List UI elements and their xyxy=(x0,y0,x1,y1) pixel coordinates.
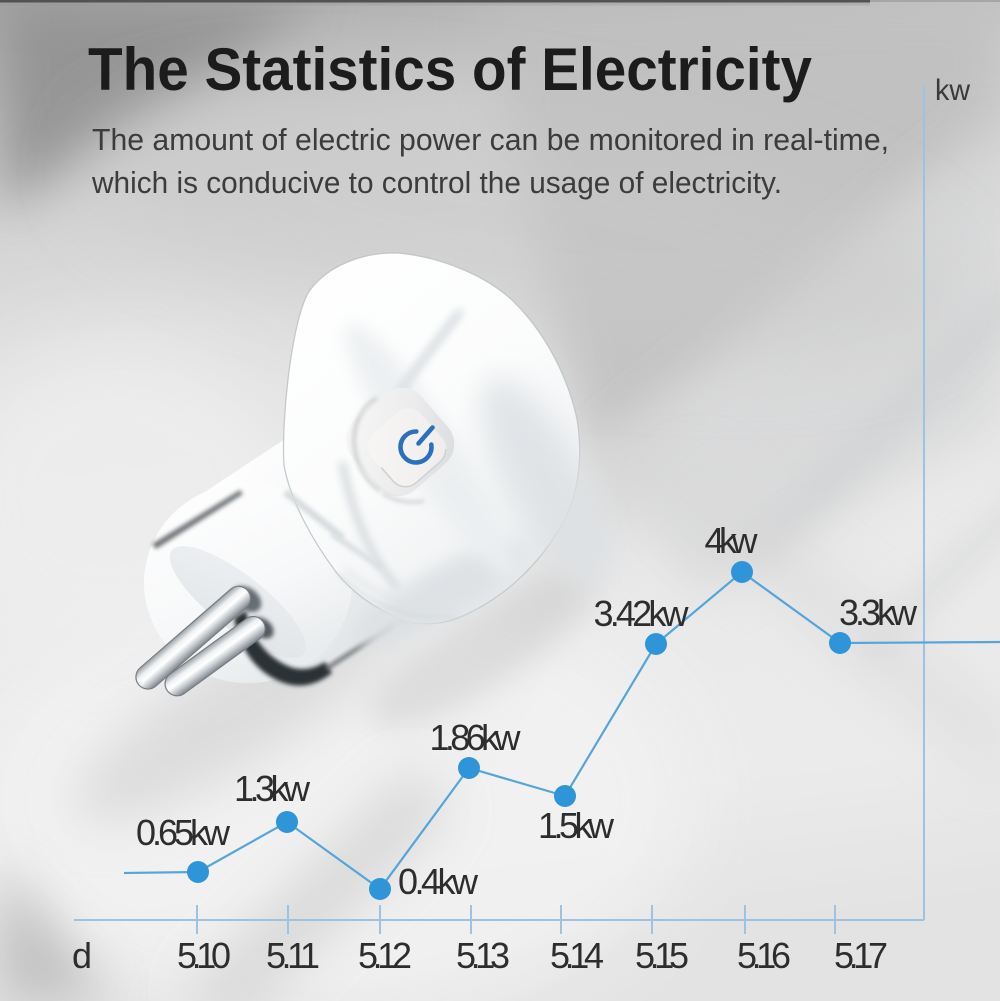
svg-text:5.16: 5.16 xyxy=(737,935,791,976)
svg-text:5.13: 5.13 xyxy=(456,935,510,976)
svg-text:1.86kw: 1.86kw xyxy=(430,717,522,758)
svg-text:1.5kw: 1.5kw xyxy=(538,805,615,846)
svg-text:The Statistics of Electricity: The Statistics of Electricity xyxy=(88,36,813,103)
svg-text:4kw: 4kw xyxy=(705,520,759,561)
svg-text:5.17: 5.17 xyxy=(834,935,888,976)
svg-text:5.11: 5.11 xyxy=(266,935,320,976)
svg-text:5.14: 5.14 xyxy=(550,935,604,976)
svg-text:3.42kw: 3.42kw xyxy=(594,593,690,634)
svg-text:kw: kw xyxy=(935,74,970,107)
svg-text:5.12: 5.12 xyxy=(358,935,412,976)
svg-text:d: d xyxy=(72,935,92,976)
svg-text:5.15: 5.15 xyxy=(635,935,689,976)
svg-text:0.65kw: 0.65kw xyxy=(136,812,231,853)
svg-text:3.3kw: 3.3kw xyxy=(839,592,918,633)
svg-text:0.4kw: 0.4kw xyxy=(398,861,479,902)
svg-text:which is conducive to control: which is conducive to control the usage … xyxy=(91,165,782,200)
svg-text:1.3kw: 1.3kw xyxy=(234,768,311,809)
svg-text:5.10: 5.10 xyxy=(177,935,231,976)
svg-text:The amount of electric power c: The amount of electric power can be moni… xyxy=(92,122,889,157)
